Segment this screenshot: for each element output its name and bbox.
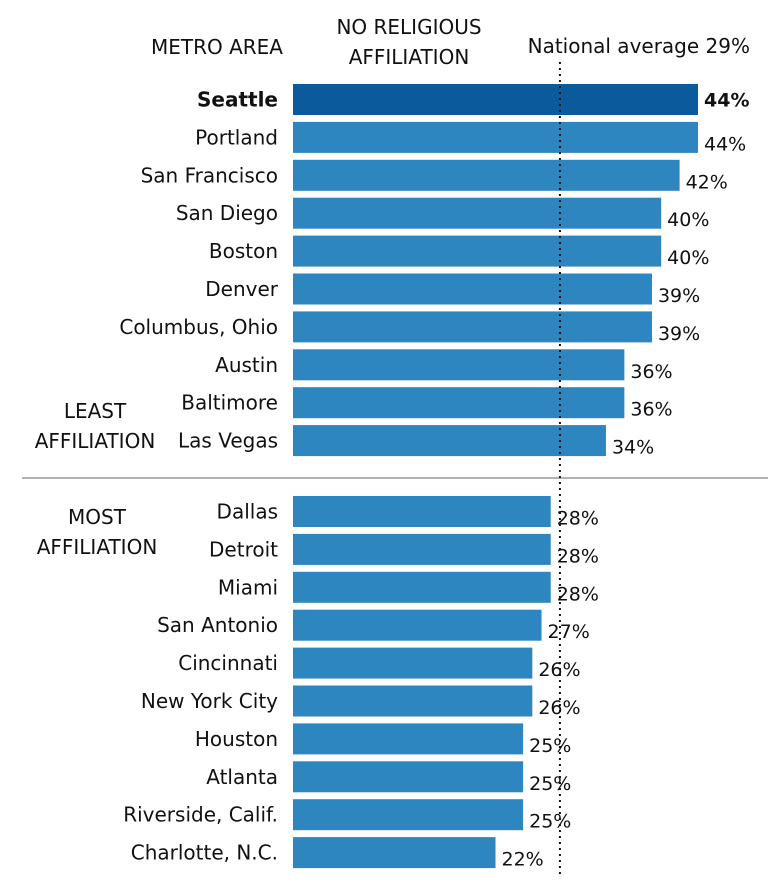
group-label-least-line2: AFFILIATION [35,429,156,453]
value-label: 40% [667,209,709,231]
category-label: Charlotte, N.C. [131,841,278,865]
category-label: Portland [195,125,278,149]
category-label: Austin [215,353,278,377]
value-label: 27% [548,621,590,643]
bar [293,197,662,229]
category-label: Columbus, Ohio [119,315,278,339]
category-label: Detroit [209,537,278,561]
bar [293,647,533,679]
category-label: New York City [141,689,278,713]
bar [293,799,524,831]
value-label: 28% [557,508,599,530]
category-label: Atlanta [206,765,278,789]
bar [293,685,533,717]
header-metro-area: METRO AREA [151,35,283,59]
value-label: 25% [529,811,571,833]
bar [293,609,542,641]
bar [293,311,652,343]
value-label: 36% [630,399,672,421]
group-label-most-line1: MOST [68,505,127,529]
value-label: 25% [529,735,571,757]
bar [293,425,606,457]
national-average-label: National average 29% [528,34,750,58]
value-label: 28% [557,545,599,567]
bar [293,533,551,565]
bar [293,273,652,305]
category-label: Las Vegas [178,429,278,453]
category-label: Dallas [217,500,278,524]
category-label: Baltimore [181,391,278,415]
value-label: 44% [704,90,749,112]
category-label: San Antonio [157,613,278,637]
value-label: 28% [557,583,599,605]
group-label-least-line1: LEAST [64,399,127,423]
bar [293,723,524,755]
category-label: Cincinnati [178,651,278,675]
value-label: 34% [612,437,654,459]
bar [293,84,698,115]
value-label: 26% [538,697,580,719]
bar [293,496,551,527]
value-label: 26% [538,659,580,681]
bar [293,235,662,267]
header-affiliation: AFFILIATION [349,45,470,69]
value-label: 44% [704,133,746,155]
bar [293,159,680,191]
group-label-most-line2: AFFILIATION [37,535,158,559]
category-label: Riverside, Calif. [123,803,278,827]
bar [293,349,625,381]
category-label: San Francisco [141,163,278,187]
bar [293,121,698,153]
bars-layer: Seattle 44% Portland 44% San Francisco 42% San… [119,84,749,871]
bar [293,761,524,793]
value-label: 36% [630,361,672,383]
category-label: Houston [195,727,278,751]
category-label: Miami [218,575,278,599]
value-label: 22% [502,849,544,871]
bar [293,387,625,419]
value-label: 25% [529,773,571,795]
category-label: Seattle [197,88,278,112]
value-label: 39% [658,323,700,345]
bar [293,837,496,869]
header-no-religious: NO RELIGIOUS [336,15,481,39]
category-label: Denver [205,277,279,301]
category-label: San Diego [176,201,278,225]
category-label: Boston [209,239,278,263]
bar [293,571,551,603]
value-label: 42% [686,171,728,193]
value-label: 40% [667,247,709,269]
value-label: 39% [658,285,700,307]
